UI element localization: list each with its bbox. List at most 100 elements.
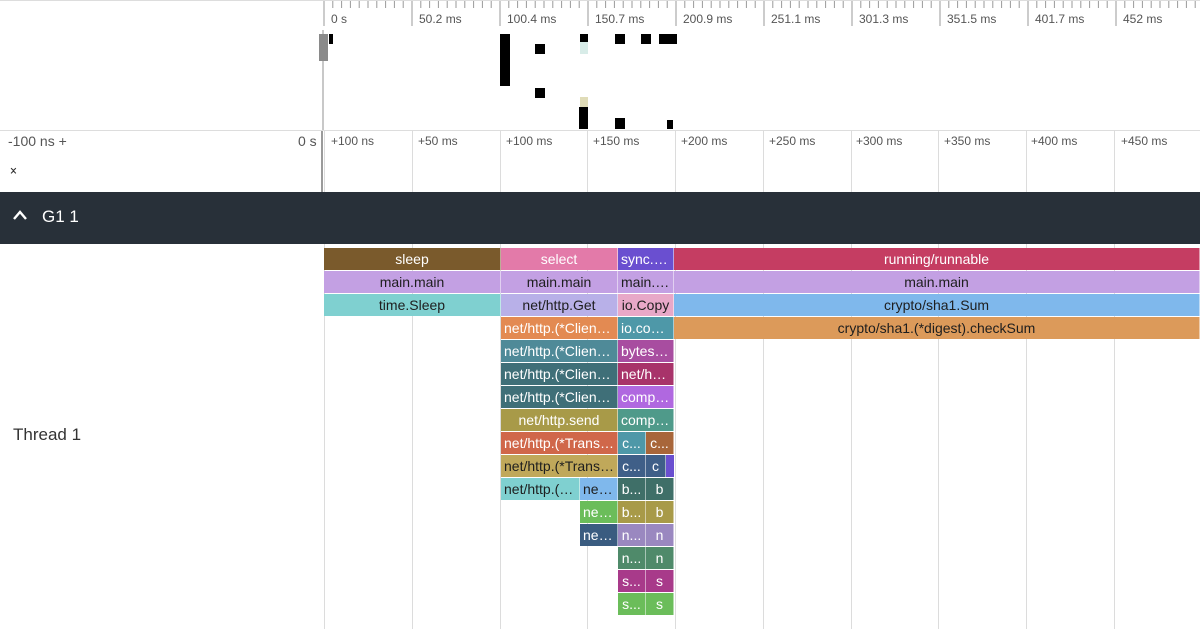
overview-timeline[interactable] [0, 30, 1200, 130]
flame-slice[interactable]: net/http... [580, 501, 618, 523]
overview-handle[interactable] [319, 34, 328, 61]
top-tick-label: 301.3 ms [859, 12, 909, 26]
flame-slice[interactable]: c... [618, 455, 646, 477]
grid-line [938, 244, 939, 629]
chevron-down-icon[interactable]: ⌄ [8, 159, 19, 174]
grid-line [763, 130, 764, 192]
flame-slice[interactable]: main.main [618, 271, 674, 293]
flame-slice[interactable]: s... [618, 593, 646, 615]
flame-slice[interactable]: n [646, 547, 674, 569]
top-tick-label: 150.7 ms [595, 12, 645, 26]
chevron-up-icon[interactable] [12, 205, 28, 226]
grid-line [1026, 130, 1027, 192]
overview-block [580, 34, 588, 42]
flame-slice[interactable]: b... [618, 478, 646, 500]
flame-slice[interactable]: b [646, 501, 674, 523]
grid-line [938, 130, 939, 192]
grid-line [763, 244, 764, 629]
flame-slice[interactable]: crypto/sha1.(*digest).checkSum [674, 317, 1200, 339]
collapse-all-control[interactable]: ⌄ ⌃ [8, 159, 24, 183]
overview-block [659, 34, 677, 44]
flame-slice[interactable]: b... [618, 501, 646, 523]
top-tick-label: 200.9 ms [683, 12, 733, 26]
top-tick-label: 100.4 ms [507, 12, 557, 26]
mid-tick-label: +450 ms [1121, 134, 1168, 148]
flame-slice[interactable]: running/runnable [674, 248, 1200, 270]
flame-slice[interactable]: s [646, 593, 674, 615]
grid-line [324, 244, 325, 629]
overview-block [615, 34, 625, 44]
group-header[interactable]: G1 1 [0, 192, 1200, 244]
zero-label: 0 s [298, 133, 317, 149]
grid-line [851, 130, 852, 192]
flame-slice[interactable]: select [501, 248, 618, 270]
mid-tick-label: +300 ms [856, 134, 903, 148]
mid-tick-label: +50 ms [418, 134, 458, 148]
grid-line [1114, 130, 1115, 192]
flame-slice[interactable]: sleep [324, 248, 501, 270]
ruler-minor-ticks [0, 0, 1200, 26]
flame-slice[interactable]: io.copyBuffer [618, 317, 674, 339]
thread-track[interactable]: Thread 1 sleep main.main time.Sleep select m… [0, 244, 1200, 629]
group-title: G1 1 [42, 207, 79, 226]
overview-block [580, 42, 588, 54]
flame-slice[interactable]: time.Sleep [324, 294, 501, 316]
flame-slice[interactable]: n... [618, 547, 646, 569]
top-time-ruler[interactable]: 0 s 50.2 ms 100.4 ms 150.7 ms 200.9 ms 2… [0, 0, 1200, 30]
mid-tick-label: +250 ms [769, 134, 816, 148]
cursor-line [321, 131, 323, 193]
flame-slice[interactable]: net/http.(*Client).Get [501, 317, 618, 339]
flame-slice[interactable]: crypto/sha1.Sum [674, 294, 1200, 316]
flame-slice[interactable]: net/http.(*Transport).getConn [501, 478, 580, 500]
flame-slice[interactable]: net/http.(*body).Read [618, 363, 674, 385]
flame-slice[interactable]: c... [646, 432, 674, 454]
grid-line [324, 130, 325, 192]
flame-slice[interactable]: io.Copy [618, 294, 674, 316]
flame-slice[interactable]: main.main [324, 271, 501, 293]
flame-slice[interactable]: b [646, 478, 674, 500]
flame-slice[interactable]: compress/flate.(*decompressor).Read [618, 409, 674, 431]
mid-tick-label: +350 ms [944, 134, 991, 148]
flame-slice[interactable]: n... [618, 524, 646, 546]
grid-line [851, 244, 852, 629]
thread-label: Thread 1 [13, 425, 82, 444]
top-tick-label: 0 s [331, 12, 348, 26]
overview-cursor-line [322, 30, 324, 130]
flame-slice[interactable]: compress/gzip.(*Reader).Read [618, 386, 674, 408]
top-tick-label: 50.2 ms [419, 12, 462, 26]
flame-slice[interactable]: net/http... [580, 478, 618, 500]
grid-line [500, 244, 501, 629]
chevron-up-icon[interactable]: ⌃ [8, 168, 19, 183]
flame-slice[interactable]: net/http.(*Client).do [501, 363, 618, 385]
flame-slice[interactable]: n [646, 524, 674, 546]
flame-slice[interactable]: c [646, 455, 666, 477]
flame-slice[interactable]: net/http.(*Transport).roundTrip [501, 455, 618, 477]
flame-slice[interactable]: s [646, 570, 674, 592]
flame-slice[interactable]: net/http.(*Transport).RoundTrip [501, 432, 618, 454]
flame-slice[interactable]: net/http.(*Client).send [501, 386, 618, 408]
flame-slice[interactable]: s... [618, 570, 646, 592]
overview-block [535, 44, 545, 54]
flame-slice[interactable]: net/http.Get [501, 294, 618, 316]
flame-slice[interactable]: net/http.(*Client).Do [501, 340, 618, 362]
grid-line [1114, 244, 1115, 629]
flame-slice[interactable]: net/http... [580, 524, 618, 546]
flame-slice[interactable]: main.main [674, 271, 1200, 293]
mid-tick-label: +400 ms [1031, 134, 1078, 148]
grid-line [500, 130, 501, 192]
top-tick-label: 401.7 ms [1035, 12, 1085, 26]
flame-slice[interactable]: c... [618, 432, 646, 454]
flame-slice[interactable]: bytes.(*Buffer).ReadFrom [618, 340, 674, 362]
flame-slice-fragment [666, 455, 674, 477]
top-tick-label: 351.5 ms [947, 12, 997, 26]
flame-slice[interactable]: main.main [501, 271, 618, 293]
overview-block [641, 34, 651, 44]
overview-block [329, 34, 333, 44]
detail-time-ruler[interactable]: -100 ns + 0 s +100 ns +50 ms +100 ms +15… [0, 130, 1200, 193]
mid-tick-label: +100 ms [506, 134, 553, 148]
grid-line [1026, 244, 1027, 629]
flame-slice[interactable]: net/http.send [501, 409, 618, 431]
grid-line [412, 130, 413, 192]
flame-slice[interactable]: sync.WaitGroup [618, 248, 674, 270]
offset-label: -100 ns + [8, 133, 67, 149]
